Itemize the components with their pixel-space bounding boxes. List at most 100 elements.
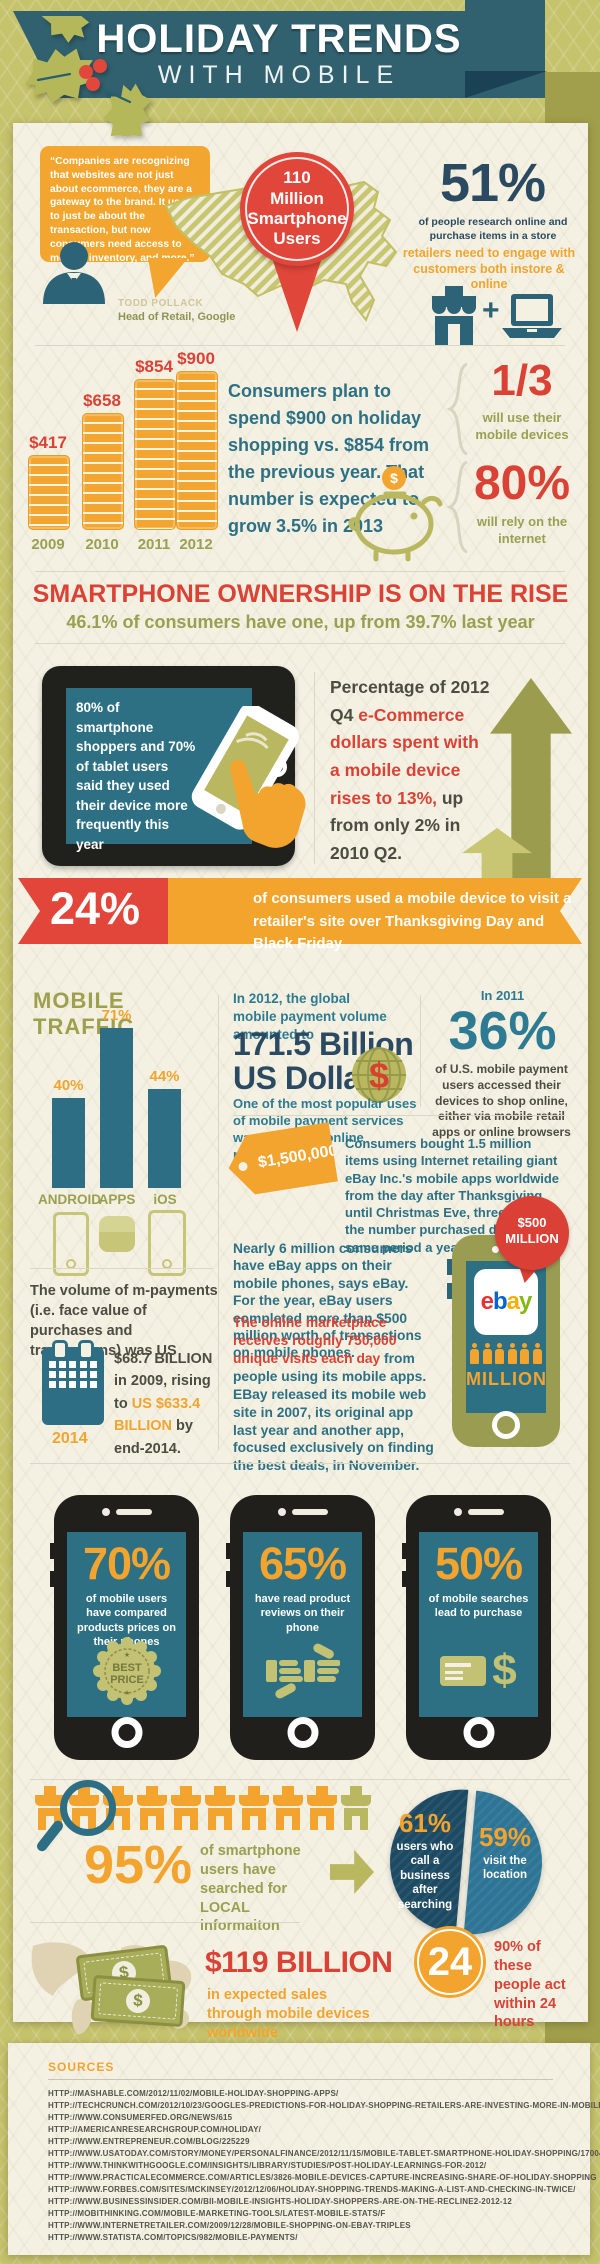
source-url: HTTP://WWW.CONSUMERFED.ORG/NEWS/615 — [48, 2113, 233, 2122]
coin-year: 2010 — [85, 536, 119, 553]
page-title: HOLIDAY TRENDS — [96, 17, 462, 61]
traffic-bar-label: 44% — [149, 1068, 180, 1085]
home-button — [287, 1717, 318, 1748]
divider — [218, 995, 219, 1450]
stat-phone-purchase: 50% of mobile searches lead to purchase … — [402, 1495, 551, 1760]
piggy-bank-icon: $ — [348, 466, 443, 562]
stat-phone-compare: 70% of mobile users have compared produc… — [50, 1495, 199, 1760]
coin-stack — [28, 455, 70, 530]
ribbon-left — [18, 878, 168, 944]
store-icon — [273, 1786, 303, 1830]
ribbon-right — [168, 878, 582, 944]
ebay-marketplace-paragraph: The online marketplace receives roughly … — [233, 1314, 435, 1475]
pie-right-value: 59% — [478, 1822, 532, 1852]
ios-phone-icon — [148, 1210, 186, 1276]
home-button — [111, 1717, 142, 1748]
calendar-year: 2014 — [52, 1430, 88, 1447]
payments-year-label: In 2011 — [480, 988, 525, 1003]
divider — [314, 672, 315, 864]
divider — [48, 2079, 553, 2080]
thumbs-up-down-icon — [243, 1635, 362, 1707]
traffic-category: APPS — [98, 1192, 136, 1207]
mpayments-detail-highlight: US $633.4 BILLION — [114, 1395, 201, 1435]
source-url: HTTP://MOBITHINKING.COM/MOBILE-MARKETING… — [48, 2209, 386, 2218]
consumers-post: worth of transactions on mobile phones. — [233, 1327, 422, 1361]
svg-text:BEST: BEST — [112, 1662, 142, 1674]
badge-line: Smartphone — [247, 209, 347, 228]
500-million-balloon: $500 MILLION — [495, 1196, 569, 1270]
ecommerce-pre: Percentage of 2012 Q4 — [330, 677, 490, 725]
coin-amount: $658 — [83, 391, 121, 410]
coin-amount: $417 — [29, 433, 67, 452]
plus-icon: + — [482, 294, 500, 327]
best-price-badge-icon: ★ BEST PRICE ★ — [67, 1635, 186, 1707]
store-icon — [239, 1786, 269, 1830]
ownership-heading: SMARTPHONE OWNERSHIP IS ON THE RISE — [32, 580, 569, 608]
divider — [30, 1922, 300, 1923]
consumers-bold: 6 million consumers — [279, 1241, 413, 1256]
home-button — [492, 1411, 520, 1439]
traffic-bar — [148, 1089, 181, 1188]
ebay-logo-letter: a — [506, 1288, 520, 1315]
app-icon — [99, 1216, 135, 1252]
holly-icon — [24, 16, 152, 136]
header-banner: HOLIDAY TRENDS WITH MOBILE — [13, 11, 545, 98]
consumers-pre: Nearly — [233, 1241, 280, 1256]
side-button — [447, 1283, 452, 1299]
24-hours-badge: 24 — [414, 1926, 486, 1998]
tablet-text: 80% of smartphone shoppers and 70% of ta… — [76, 700, 196, 852]
divider — [233, 1115, 565, 1116]
traffic-bar — [52, 1098, 85, 1188]
stat-value: 50% — [434, 1538, 523, 1589]
svg-text:★: ★ — [123, 1689, 129, 1697]
brace-icon — [446, 460, 468, 554]
divider — [35, 345, 565, 346]
stat-51-highlight: retailers need to engage with customers … — [402, 246, 576, 292]
camera-icon — [492, 1246, 499, 1253]
sources-card — [8, 2043, 590, 2255]
brace-icon — [446, 362, 468, 456]
ebay-logo-letter: b — [492, 1288, 508, 1315]
ecommerce-post: up from only 2% in 2010 Q2. — [330, 787, 464, 863]
marketplace-highlight: The online marketplace receives roughly … — [233, 1315, 397, 1366]
source-url: HTTP://WWW.FORBES.COM/SITES/MCKINSEY/201… — [48, 2185, 576, 2194]
stat-caption: of mobile searches lead to purchase — [428, 1593, 529, 1620]
payments-intro: In 2012, the global mobile payment volum… — [233, 991, 387, 1042]
traffic-bar-label: 71% — [101, 1007, 132, 1024]
stat-95-value: 95% — [83, 1835, 193, 1895]
pie-left-value: 61% — [398, 1808, 452, 1838]
stat-value: 65% — [258, 1538, 347, 1589]
ecommerce-text: Percentage of 2012 Q4 e-Commerce dollars… — [330, 674, 490, 867]
ribbon-text: of consumers used a mobile device to vis… — [253, 890, 572, 952]
source-url: HTTP://WWW.PRACTICALECOMMERCE.COM/ARTICL… — [48, 2173, 597, 2182]
sales-caption: in expected sales through mobile devices… — [207, 1987, 370, 2041]
stat-phone-reviews: 65% have read product reviews on their p… — [226, 1495, 375, 1760]
badge-line: Million — [270, 188, 324, 208]
act-caption: 90% of these people act within 24 hours — [494, 1939, 566, 2031]
coin-year: 2012 — [179, 536, 213, 553]
balloon-line: $500 — [517, 1215, 547, 1230]
source-url: HTTP://AMERICANRESEARCHGROUP.COM/HOLIDAY… — [48, 2125, 262, 2134]
credit-card-dollar-icon: $ — [419, 1635, 538, 1707]
source-url: HTTP://MASHABLE.COM/2012/11/02/MOBILE-HO… — [48, 2089, 339, 2098]
source-url: HTTP://WWW.USATODAY.COM/STORY/MONEY/PERS… — [48, 2149, 600, 2158]
stat-value: 70% — [82, 1538, 171, 1589]
source-url: HTTP://WWW.STATISTA.COM/TOPICS/982/MOBIL… — [48, 2233, 298, 2242]
ribbon-value: 24% — [49, 883, 141, 934]
traffic-bar-label: 40% — [53, 1077, 84, 1094]
stat-80-caption: will rely on the internet — [476, 514, 568, 546]
globe-dollar-icon: $ — [352, 1047, 406, 1103]
ebay-consumers-paragraph: Nearly 6 million consumers have eBay app… — [233, 1240, 433, 1362]
coin-stack — [134, 379, 176, 530]
store-icon — [341, 1786, 371, 1830]
store-icon — [205, 1786, 235, 1830]
ebay-logo-letter: e — [480, 1288, 494, 1315]
marketplace-rest: from people using its mobile apps. EBay … — [233, 1350, 434, 1474]
sales-value: $119 BILLION — [205, 1946, 393, 1979]
traffic-bar — [100, 1028, 133, 1188]
svg-text:$: $ — [369, 1055, 389, 1096]
ecommerce-highlight: e-Commerce dollars spent with a mobile d… — [330, 704, 479, 808]
people-icons — [470, 1343, 542, 1365]
divider — [30, 1463, 570, 1464]
